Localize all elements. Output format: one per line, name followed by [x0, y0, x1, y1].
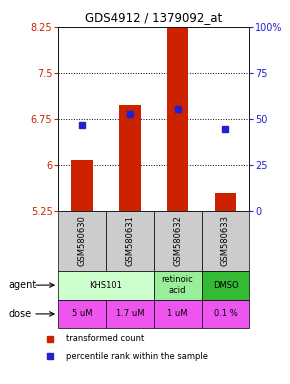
Text: GSM580631: GSM580631: [125, 215, 134, 266]
Text: 1 uM: 1 uM: [167, 310, 188, 318]
Text: retinoic
acid: retinoic acid: [162, 275, 193, 295]
Bar: [167, 15, 189, 211]
Bar: [154, 271, 202, 300]
Bar: [58, 300, 106, 328]
Text: GSM580633: GSM580633: [221, 215, 230, 266]
Bar: [58, 271, 154, 300]
Bar: [71, 160, 93, 211]
Bar: [119, 105, 141, 211]
Bar: [106, 211, 154, 271]
Bar: [202, 300, 249, 328]
Bar: [202, 211, 249, 271]
Text: transformed count: transformed count: [66, 334, 144, 343]
Bar: [154, 211, 202, 271]
Title: GDS4912 / 1379092_at: GDS4912 / 1379092_at: [85, 11, 222, 24]
Text: GSM580632: GSM580632: [173, 215, 182, 266]
Bar: [106, 300, 154, 328]
Text: dose: dose: [9, 309, 32, 319]
Text: agent: agent: [9, 280, 37, 290]
Text: 1.7 uM: 1.7 uM: [115, 310, 144, 318]
Text: 5 uM: 5 uM: [72, 310, 92, 318]
Bar: [58, 211, 106, 271]
Text: DMSO: DMSO: [213, 281, 238, 290]
Bar: [154, 300, 202, 328]
Text: 0.1 %: 0.1 %: [214, 310, 237, 318]
Bar: [215, 193, 236, 211]
Text: KHS101: KHS101: [89, 281, 122, 290]
Text: percentile rank within the sample: percentile rank within the sample: [66, 352, 208, 361]
Bar: [202, 271, 249, 300]
Text: GSM580630: GSM580630: [77, 215, 86, 266]
